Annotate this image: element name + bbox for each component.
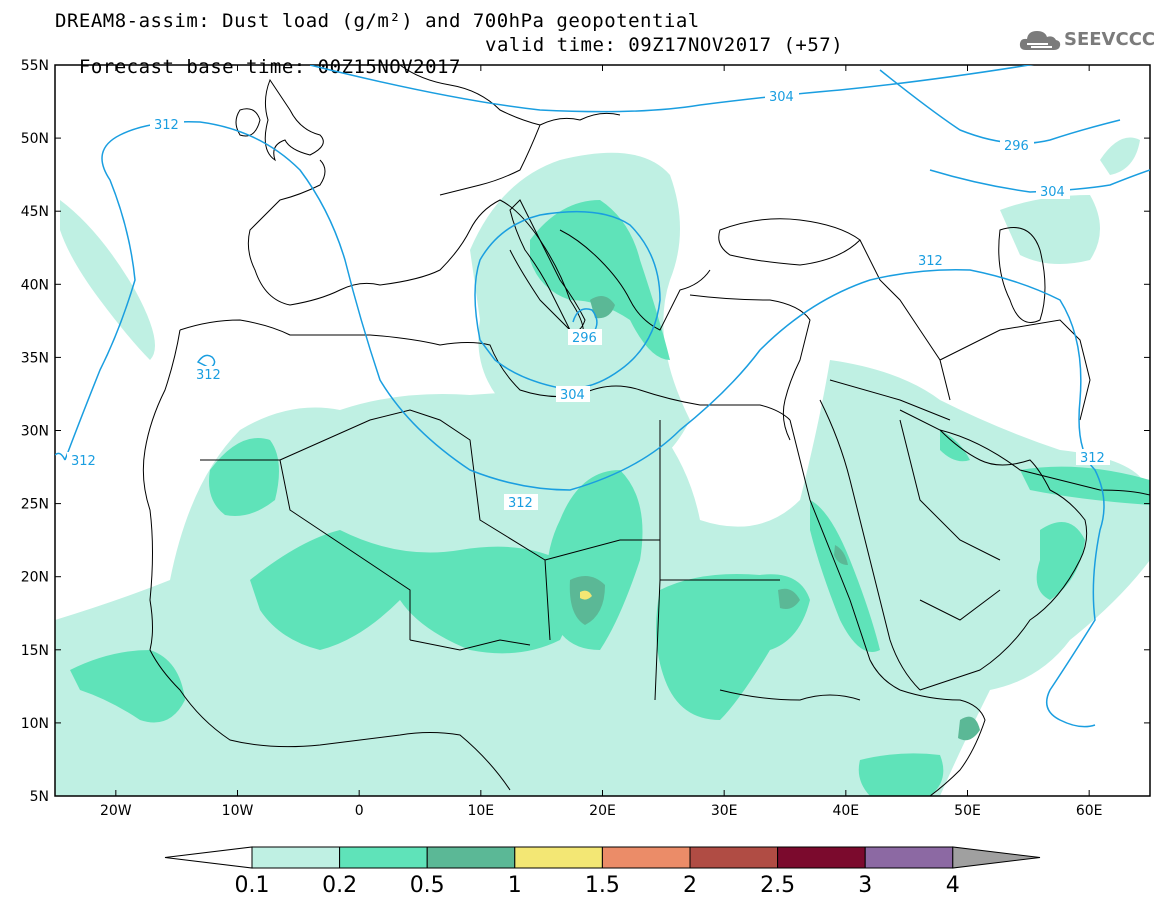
contour-label: 304 — [1040, 185, 1065, 200]
colorbar-segment — [514, 846, 603, 869]
lon-tick-label: 10W — [222, 803, 254, 819]
lat-tick-label: 15N — [21, 643, 49, 659]
contour-label: 304 — [560, 388, 585, 403]
colorbar-segment — [251, 846, 341, 869]
dust-shading — [55, 137, 1150, 796]
lon-tick-label: 60E — [1076, 803, 1103, 819]
lat-tick-label: 55N — [21, 58, 49, 74]
contour-label: 312 — [918, 254, 943, 269]
contour-label: 296 — [1004, 139, 1029, 154]
contour-label: 312 — [508, 496, 533, 511]
lat-tick-label: 10N — [21, 716, 49, 732]
contour-label: 304 — [769, 90, 794, 105]
colorbar-label: 4 — [946, 873, 960, 898]
colorbar-label: 1 — [508, 873, 522, 898]
base-time: Forecast base time: 00Z15NOV2017 — [78, 56, 461, 78]
colorbar-segment — [689, 846, 779, 869]
map-subtitle: Forecast base time: 00Z15NOV2017 valid t… — [55, 34, 843, 100]
colorbar-segment — [601, 846, 691, 869]
colorbar-label: 0.2 — [322, 873, 357, 898]
colorbar-label: 2.5 — [760, 873, 795, 898]
latitude-axis: 55N 50N 45N 40N 35N 30N 25N 20N 15N 10N 5N — [21, 58, 1150, 805]
lon-tick-label: 50E — [954, 803, 981, 819]
lon-tick-label: 0 — [355, 803, 364, 819]
contour-label: 312 — [1080, 451, 1105, 466]
colorbar-label: 2 — [683, 873, 697, 898]
colorbar-label: 1.5 — [585, 873, 620, 898]
lon-tick-label: 30E — [711, 803, 738, 819]
lat-tick-label: 30N — [21, 424, 49, 440]
lat-tick-label: 50N — [21, 131, 49, 147]
lon-tick-label: 20W — [100, 803, 132, 819]
lon-tick-label: 20E — [589, 803, 616, 819]
contour-label: 312 — [154, 118, 179, 133]
seevccc-logo: SEEVCCC — [1018, 28, 1155, 59]
lat-tick-label: 35N — [21, 350, 49, 366]
colorbar-label: 0.5 — [410, 873, 445, 898]
cloud-icon — [1019, 31, 1061, 50]
colorbar-segment — [426, 846, 516, 869]
lat-tick-label: 40N — [21, 277, 49, 293]
colorbar-label: 0.1 — [235, 873, 270, 898]
colorbar-under-arrow — [164, 846, 253, 869]
colorbar-segment — [864, 846, 954, 869]
colorbar-segment — [777, 846, 866, 869]
contour-label: 296 — [572, 331, 597, 346]
lon-tick-label: 40E — [832, 803, 859, 819]
longitude-axis: 20W 10W 0 10E 20E 30E 40E 50E 60E — [100, 65, 1103, 819]
valid-time: valid time: 09Z17NOV2017 (+57) — [485, 34, 844, 56]
colorbar-segment — [339, 846, 428, 869]
coastlines — [142, 65, 1150, 796]
colorbar-label: 3 — [858, 873, 872, 898]
lat-tick-label: 5N — [30, 789, 49, 805]
lat-tick-label: 20N — [21, 570, 49, 586]
lat-tick-label: 25N — [21, 497, 49, 513]
contour-label: 312 — [71, 454, 96, 469]
lat-tick-label: 45N — [21, 204, 49, 220]
contour-labels: 304 296 304 312 312 312 296 304 312 312 … — [67, 88, 1110, 511]
colorbar: 0.1 0.2 0.5 1 1.5 2 2.5 3 4 — [164, 846, 1041, 898]
logo-text: SEEVCCC — [1064, 29, 1156, 50]
contour-label: 312 — [196, 368, 221, 383]
lon-tick-label: 10E — [467, 803, 494, 819]
map-title: DREAM8-assim: Dust load (g/m²) and 700hP… — [55, 10, 700, 32]
colorbar-over-arrow — [952, 846, 1041, 869]
